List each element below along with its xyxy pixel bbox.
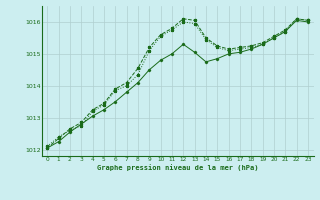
X-axis label: Graphe pression niveau de la mer (hPa): Graphe pression niveau de la mer (hPa) xyxy=(97,164,258,171)
